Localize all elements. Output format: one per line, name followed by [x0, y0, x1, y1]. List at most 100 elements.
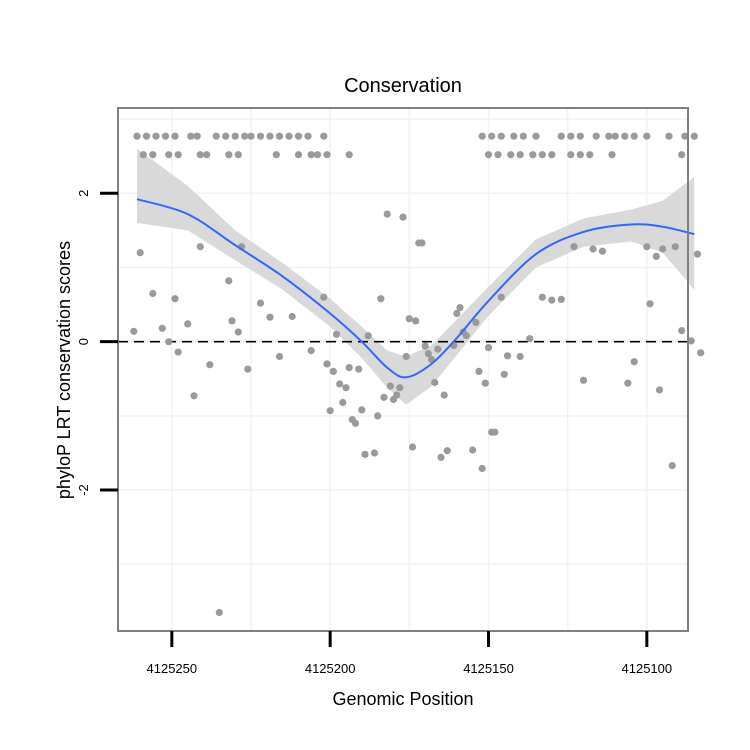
data-point	[643, 243, 651, 251]
data-point	[383, 210, 391, 218]
data-point	[589, 245, 597, 253]
data-point	[288, 312, 296, 321]
data-point	[655, 386, 664, 394]
data-point	[462, 332, 470, 340]
data-point	[247, 132, 255, 140]
data-point	[488, 132, 496, 140]
data-point	[184, 320, 192, 328]
data-point	[503, 352, 512, 360]
data-point	[351, 419, 360, 427]
data-point	[149, 289, 157, 298]
data-point	[393, 391, 401, 399]
data-point	[196, 151, 204, 159]
data-point	[586, 151, 594, 159]
data-point	[579, 376, 588, 384]
data-point	[323, 360, 331, 368]
confidence-ribbon	[137, 148, 695, 405]
data-point	[307, 347, 315, 355]
data-point	[659, 245, 667, 253]
data-point	[342, 384, 350, 392]
data-point	[630, 132, 638, 140]
data-point	[478, 464, 486, 473]
data-point	[652, 252, 660, 260]
data-point	[576, 151, 584, 159]
data-point	[526, 335, 534, 343]
data-point	[424, 350, 432, 358]
data-point	[241, 132, 249, 140]
smooth-trend-line	[136, 198, 695, 379]
data-point	[285, 132, 293, 140]
x-axis-ticks: 4125250 4125200 4125150 4125100	[147, 631, 673, 676]
data-point	[130, 327, 138, 335]
grid-lines	[118, 108, 688, 631]
data-point	[500, 370, 508, 378]
data-point	[358, 406, 366, 414]
data-point	[665, 132, 673, 140]
data-point	[174, 348, 182, 356]
data-point	[225, 277, 233, 285]
data-point	[532, 132, 540, 140]
data-point	[538, 293, 546, 301]
data-point	[548, 151, 556, 159]
data-point	[421, 342, 429, 350]
data-point	[345, 364, 353, 372]
data-point	[475, 367, 483, 375]
data-point	[171, 132, 179, 140]
data-point	[222, 132, 230, 140]
data-point	[668, 462, 676, 470]
data-point	[329, 367, 337, 375]
data-point	[469, 446, 477, 454]
data-point	[149, 151, 157, 159]
data-point	[244, 365, 252, 373]
data-point	[510, 132, 518, 140]
data-point	[364, 332, 372, 340]
data-point	[605, 132, 613, 140]
data-point	[380, 393, 388, 401]
data-point	[646, 300, 654, 308]
data-point	[538, 151, 546, 159]
data-point	[272, 151, 280, 159]
data-point	[408, 443, 417, 451]
data-point	[570, 243, 578, 251]
data-point	[516, 352, 524, 361]
x-tick-label: 4125250	[147, 661, 198, 676]
data-point	[266, 132, 274, 140]
data-point	[171, 295, 179, 303]
data-point	[418, 239, 426, 247]
data-point	[497, 132, 505, 140]
data-point	[187, 132, 195, 140]
data-point	[294, 132, 303, 140]
data-point	[481, 379, 489, 387]
data-point	[203, 151, 211, 159]
data-point	[592, 132, 600, 140]
y-axis-ticks: 2 0 -2	[76, 190, 118, 496]
chart-title: Conservation	[344, 75, 462, 97]
data-point	[456, 304, 464, 312]
data-point	[196, 243, 204, 251]
data-point	[275, 352, 284, 361]
data-point	[440, 391, 448, 399]
data-point	[507, 151, 515, 159]
data-point	[402, 352, 410, 361]
data-point	[484, 151, 493, 159]
data-point	[332, 330, 341, 338]
data-point	[206, 361, 214, 369]
data-point	[624, 379, 632, 387]
data-point	[158, 324, 166, 332]
data-point	[165, 338, 173, 346]
data-point	[529, 151, 537, 159]
data-point	[443, 447, 451, 455]
data-point	[567, 151, 575, 159]
data-point	[434, 345, 442, 353]
data-point	[377, 295, 385, 303]
data-point	[345, 151, 353, 159]
data-point	[234, 151, 242, 159]
y-tick-label: 2	[76, 190, 91, 197]
data-point	[621, 132, 629, 140]
x-tick-label: 4125100	[622, 661, 673, 676]
data-point	[611, 132, 619, 140]
data-point	[386, 382, 394, 390]
data-point	[212, 132, 220, 140]
y-tick-label: -2	[76, 484, 91, 496]
data-point	[437, 453, 445, 461]
